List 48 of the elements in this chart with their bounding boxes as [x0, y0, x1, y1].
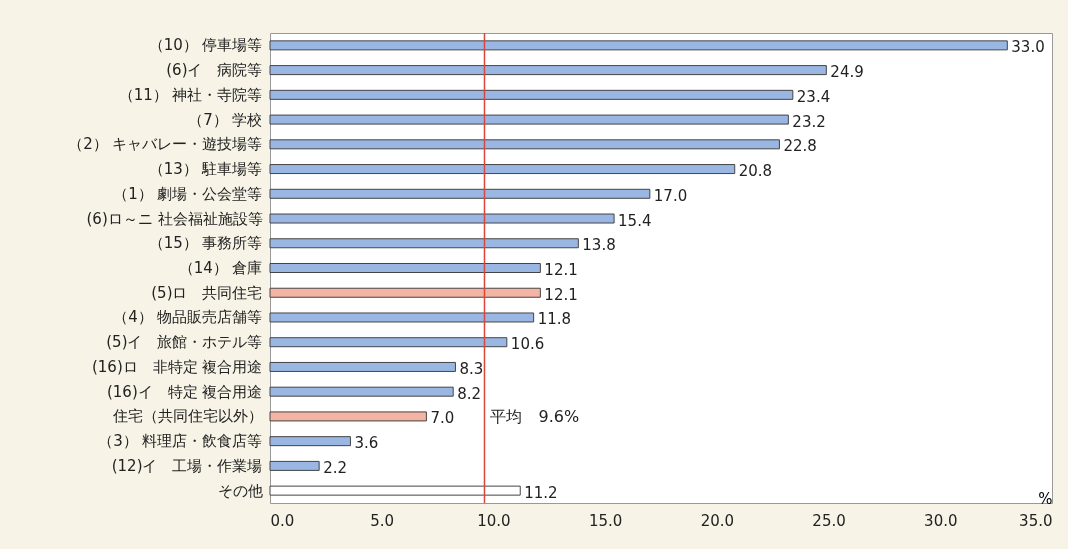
- data-label: 11.2: [524, 483, 558, 502]
- data-label: 8.2: [457, 384, 482, 403]
- y-tick-label: （7） 学校: [188, 110, 263, 129]
- data-label: 2.2: [323, 458, 348, 477]
- data-label: 7.0: [430, 409, 455, 428]
- y-tick-label: (5)ロ 共同住宅: [151, 283, 263, 302]
- y-tick-label: (16)ロ 非特定 複合用途: [91, 357, 263, 376]
- y-tick-label: （3） 料理店・飲食店等: [98, 432, 263, 451]
- data-label: 15.4: [618, 211, 652, 230]
- x-axis-title: %: [1038, 489, 1053, 508]
- data-label: 10.6: [510, 335, 545, 354]
- y-tick-label: (6)ロ～ニ 社会福祉施設等: [86, 209, 263, 228]
- y-tick-label: （15） 事務所等: [148, 234, 263, 253]
- y-tick-label: (12)イ 工場・作業場: [111, 456, 263, 475]
- x-tick-label: 20.0: [700, 511, 735, 530]
- data-label: 22.8: [783, 137, 817, 156]
- y-tick-label: （1） 劇場・公会堂等: [113, 184, 263, 203]
- data-label: 23.2: [792, 112, 826, 131]
- data-label: 8.3: [459, 359, 484, 378]
- data-label: 12.1: [544, 285, 578, 304]
- y-tick-label: 住宅（共同住宅以外）: [111, 407, 263, 426]
- x-tick-label: 30.0: [924, 511, 958, 530]
- y-tick-label: (6)イ 病院等: [166, 61, 263, 80]
- y-tick-label: （11） 神社・寺院等: [118, 85, 263, 104]
- x-tick-label: 25.0: [812, 511, 846, 530]
- data-label: 17.0: [653, 186, 688, 205]
- x-tick-label: 0.0: [270, 511, 295, 530]
- x-tick-label: 10.0: [477, 511, 511, 530]
- data-label: 24.9: [830, 63, 864, 82]
- data-label: 23.4: [796, 87, 831, 106]
- x-tick-label: 15.0: [588, 511, 623, 530]
- ref-line-label: 平均 9.6%: [490, 407, 580, 426]
- y-tick-label: (5)イ 旅館・ホテル等: [106, 333, 263, 352]
- y-tick-label: その他: [217, 481, 263, 500]
- x-tick-label: 5.0: [370, 511, 395, 530]
- data-label: 12.1: [544, 261, 578, 279]
- data-label: 13.8: [582, 236, 616, 255]
- data-label: 3.6: [354, 434, 379, 453]
- data-label: 33.0: [1011, 38, 1045, 57]
- data-label: 11.8: [537, 310, 572, 329]
- data-label: 20.8: [738, 162, 773, 181]
- y-tick-label: （14） 倉庫: [178, 259, 263, 277]
- y-tick-label: （2） キャバレー・遊技場等: [68, 135, 263, 154]
- y-tick-label: （10） 停車場等: [148, 36, 263, 55]
- y-tick-label: （4） 物品販売店舗等: [113, 308, 263, 327]
- x-tick-label: 35.0: [1019, 511, 1053, 530]
- y-tick-label: （13） 駐車場等: [148, 160, 263, 179]
- y-tick-label: (16)イ 特定 複合用途: [106, 382, 263, 401]
